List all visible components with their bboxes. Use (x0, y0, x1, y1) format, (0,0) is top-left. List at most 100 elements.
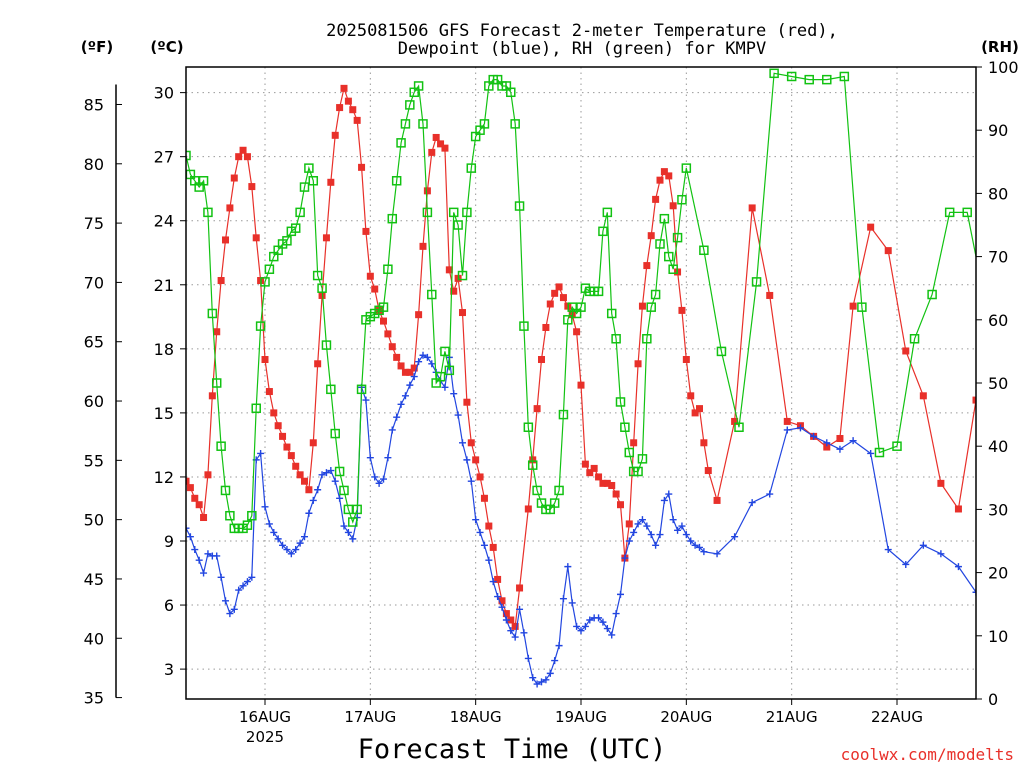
fahrenheit-tick-label: 40 (84, 629, 104, 648)
temperature-point (823, 443, 831, 451)
rh-point (519, 321, 529, 331)
temperature-point (204, 471, 212, 479)
dewpoint-point (634, 520, 642, 528)
rh-point (220, 485, 231, 496)
dewpoint-point (331, 477, 339, 485)
dewpoint-point (222, 597, 229, 605)
celsius-tick-label: 6 (164, 596, 174, 615)
rh-point (857, 302, 867, 312)
dewpoint-point (279, 541, 287, 549)
dewpoint-point (919, 541, 927, 549)
rh-point (642, 334, 652, 344)
rh-point (506, 87, 516, 98)
dewpoint-point (687, 537, 695, 545)
rh-point (655, 239, 665, 249)
dewpoint-point (568, 599, 576, 607)
rh-point (668, 264, 678, 274)
temperature-point (380, 317, 387, 325)
rh-point (892, 441, 902, 451)
rh-point (523, 422, 534, 432)
dewpoint-point (617, 590, 624, 598)
dewpoint-point (502, 616, 510, 624)
temperature-point (647, 232, 655, 240)
left-unit-celsius: (ºC) (150, 38, 183, 56)
dewpoint-point (415, 358, 423, 366)
temperature-point (617, 501, 624, 509)
temperature-point (972, 396, 976, 404)
watermark: coolwx.com/modelts (841, 745, 1014, 764)
temperature-point (283, 443, 291, 451)
rh-point (211, 378, 222, 388)
rh-tick-label: 90 (988, 121, 1008, 140)
rh-point (637, 454, 648, 464)
rh-point (646, 302, 656, 312)
dewpoint-point (463, 456, 471, 464)
dewpoint-point (691, 541, 699, 549)
temperature-point (595, 473, 603, 481)
dewpoint-point (270, 528, 278, 536)
dewpoint-point (586, 616, 594, 624)
celsius-tick-label: 30 (154, 84, 174, 103)
temperature-point (366, 272, 374, 280)
dewpoint-point (538, 678, 545, 686)
axes-layer: 3 6 9 12 15 18 21 24 27 30 35 40 45 50 55 60 65 70 75 80 85 0… (84, 58, 1019, 746)
rh-point (247, 510, 257, 521)
rh-tick-label: 50 (988, 374, 1008, 393)
dewpoint-point (428, 360, 436, 368)
rh-point (308, 176, 319, 186)
dewpoint-point (344, 528, 352, 536)
rh-point (343, 504, 354, 515)
rh-point (282, 236, 292, 246)
dewpoint-point (669, 516, 677, 524)
dewpoint-point (972, 588, 976, 596)
rh-point (615, 397, 626, 407)
rh-point (839, 71, 850, 82)
dewpoint-point (243, 578, 251, 586)
dewpoint-point (380, 475, 387, 483)
temperature-point (248, 183, 256, 191)
temperature-point (586, 469, 594, 477)
dewpoint-point (621, 554, 629, 562)
temperature-point (410, 364, 418, 372)
dewpoint-point (257, 449, 265, 457)
temperature-point (472, 456, 480, 464)
temperature-point (511, 622, 519, 630)
temperature-point (599, 479, 607, 487)
rh-point (391, 176, 402, 186)
rh-point (299, 182, 310, 192)
temperature-point (314, 360, 322, 368)
temperature-point (362, 227, 370, 235)
dewpoint-point (529, 674, 537, 682)
temperature-point (239, 146, 247, 154)
dewpoint-point (384, 454, 392, 462)
temperature-point (384, 330, 392, 338)
temperature-point (476, 473, 484, 481)
dewpoint-point (186, 533, 194, 541)
dewpoint-point (213, 552, 221, 560)
dewpoint-point (494, 593, 502, 601)
dewpoint-point (713, 550, 721, 558)
temperature-point (603, 479, 611, 487)
rh-point (466, 163, 477, 173)
celsius-tick-label: 9 (164, 532, 174, 551)
temperature-point (542, 323, 550, 331)
dewpoint-point (450, 390, 458, 398)
rh-point (554, 485, 564, 496)
rh-point (435, 371, 446, 382)
rh-point (260, 277, 270, 287)
dewpoint-point (467, 477, 475, 485)
dewpoint-point (595, 614, 603, 622)
temperature-point (581, 460, 589, 468)
temperature-point (489, 543, 497, 551)
temperature-point (428, 148, 436, 156)
temperature-point (186, 484, 194, 492)
fahrenheit-tick-label: 65 (84, 333, 104, 352)
rh-point (593, 286, 604, 297)
dewpoint-point (186, 524, 190, 532)
fahrenheit-tick-label: 60 (84, 392, 104, 411)
rh-point (330, 428, 340, 439)
rh-point (563, 315, 573, 325)
temperature-point (538, 356, 545, 364)
dewpoint-point (195, 556, 203, 564)
rh-point (576, 302, 586, 312)
